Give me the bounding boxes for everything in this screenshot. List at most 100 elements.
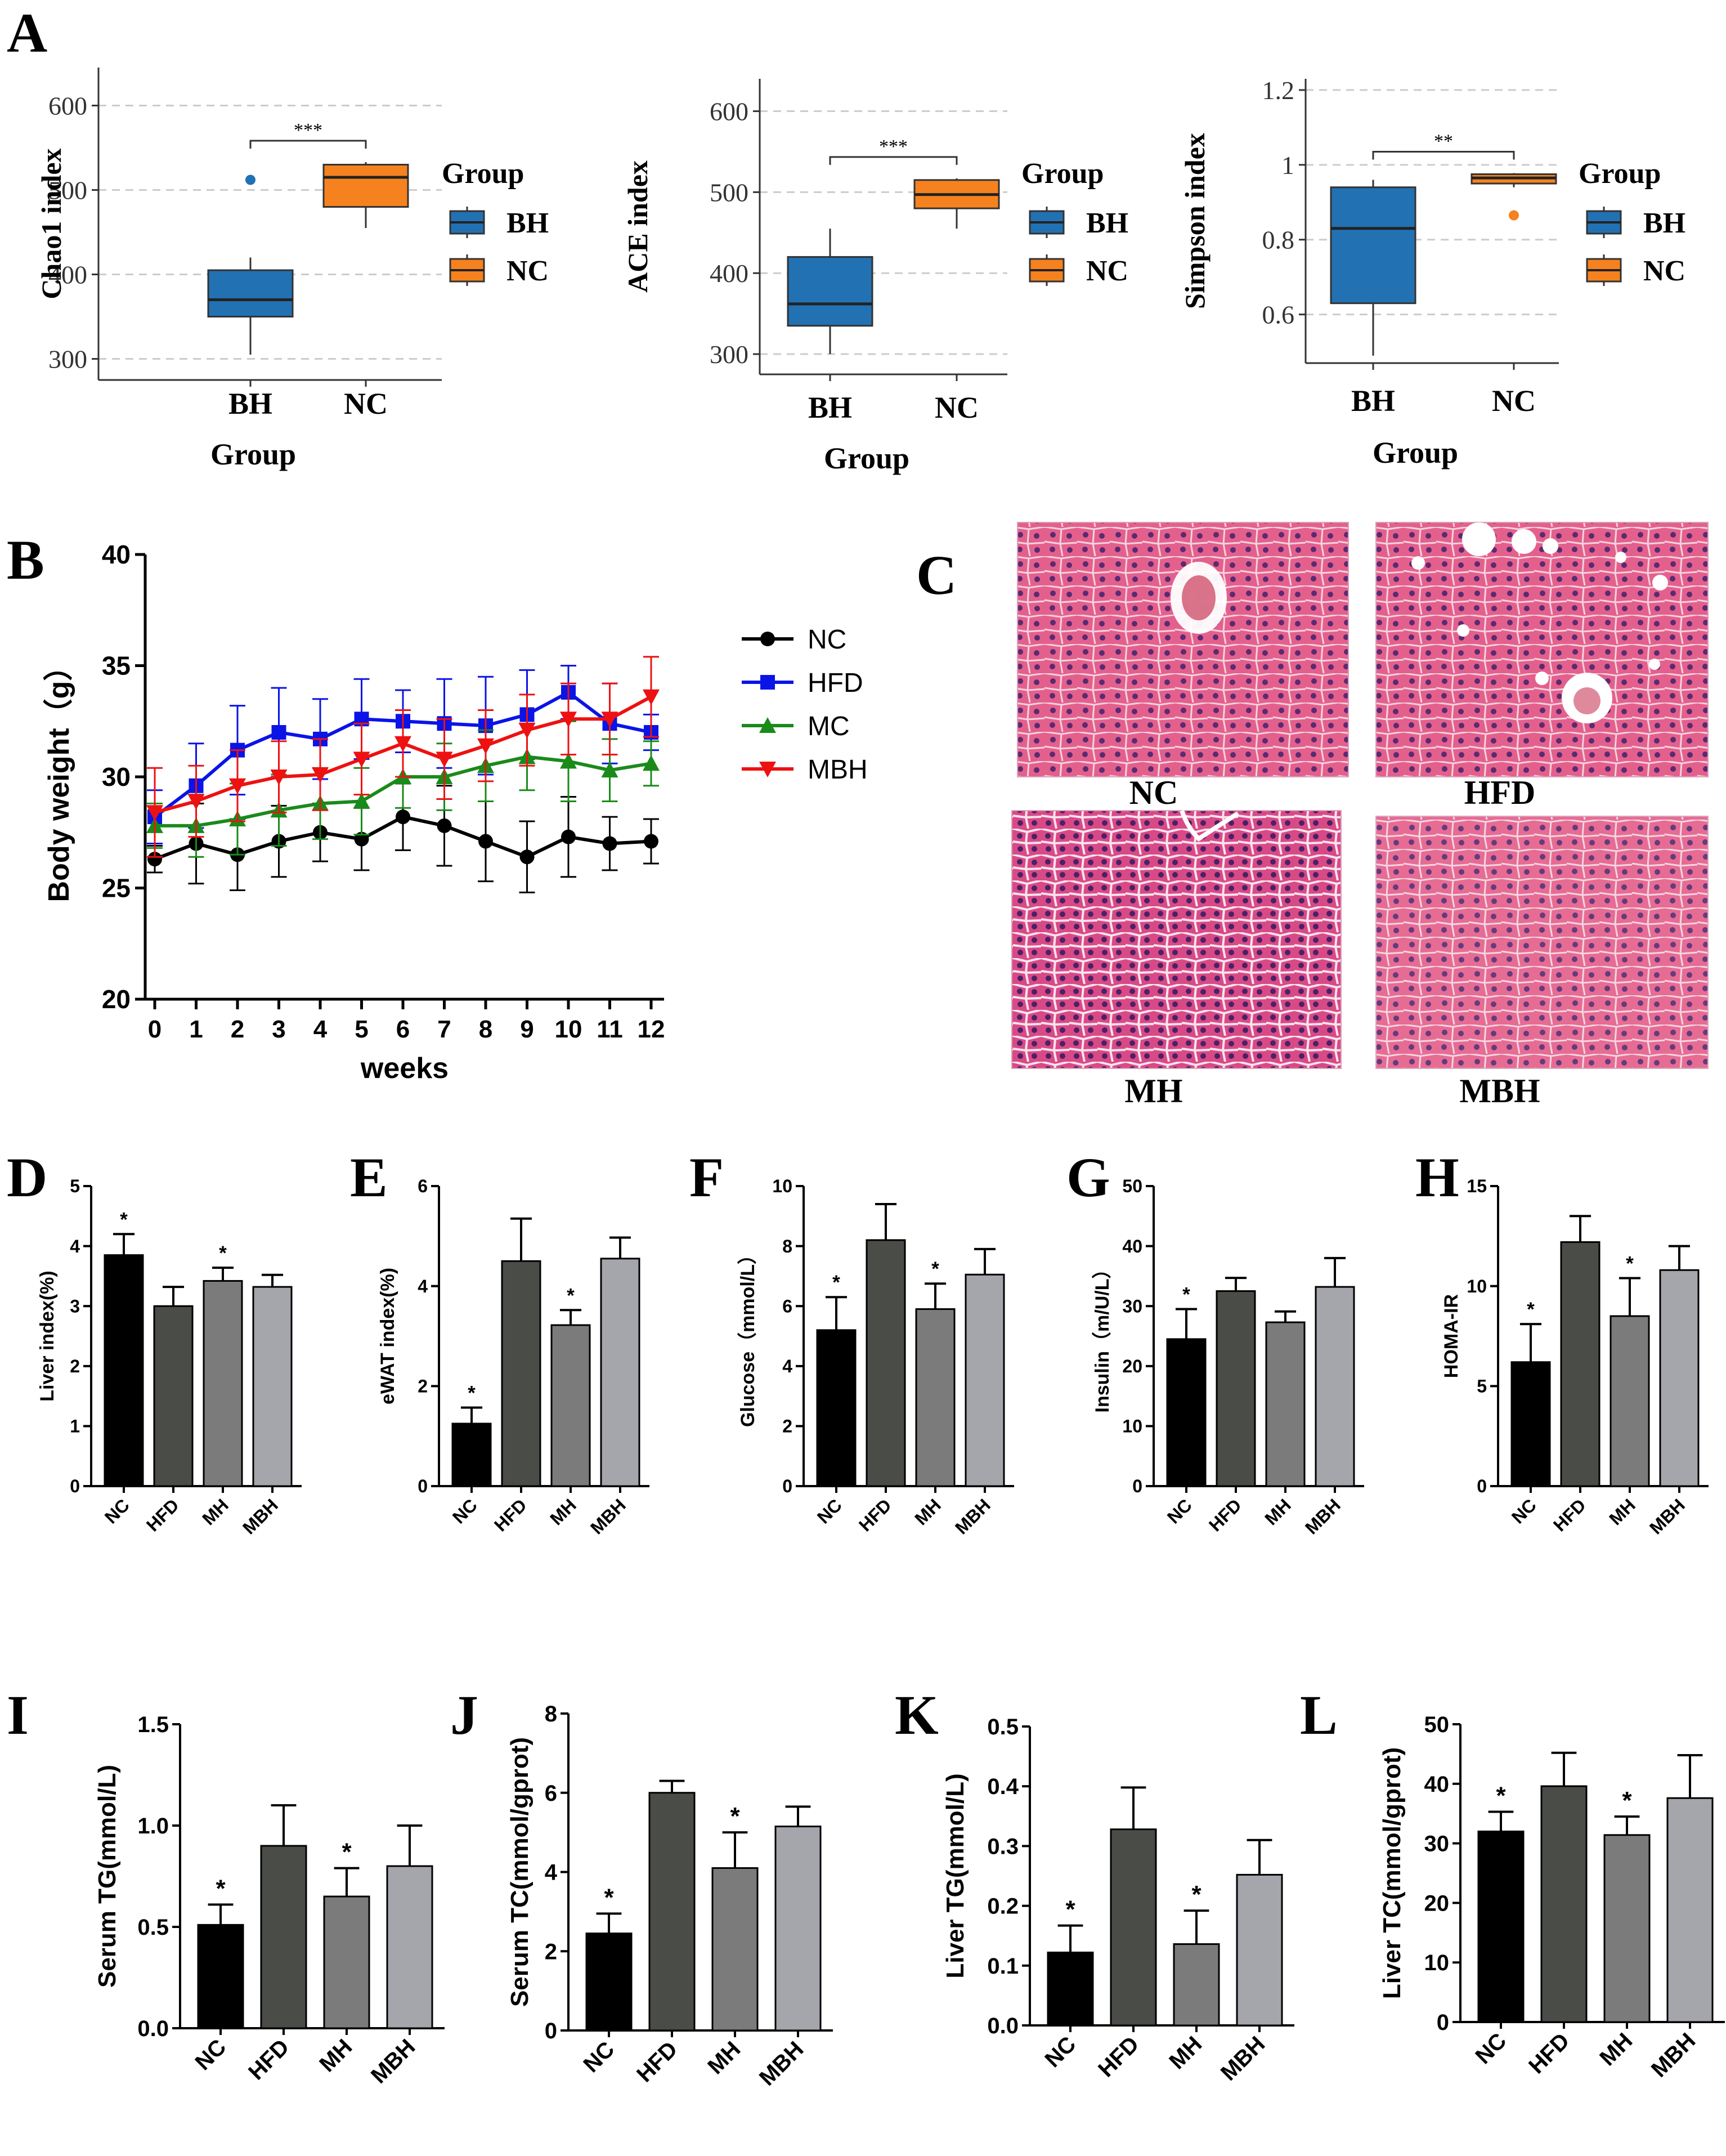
significance-star: * — [1527, 1299, 1535, 1321]
y-tick-label: 0.1 — [987, 1954, 1019, 1979]
bar-hfd — [1540, 1785, 1588, 2023]
data-point — [270, 770, 288, 785]
y-tick-label: 5 — [70, 1176, 80, 1196]
x-tick-label: MBH — [951, 1495, 994, 1538]
box-bh — [787, 256, 873, 327]
bar-mbh — [600, 1258, 640, 1487]
legend-label: NC — [506, 255, 549, 287]
legend-marker-mc — [759, 717, 776, 733]
y-tick-label: 0.6 — [1262, 301, 1295, 329]
data-point — [436, 752, 453, 768]
y-axis-label: Liver index(%) — [37, 1271, 58, 1401]
y-tick-label: 0 — [1437, 2010, 1449, 2035]
bar-nc — [816, 1329, 857, 1487]
bar-mh — [711, 1867, 759, 2032]
chart-a2: 300 400 500 600 BH NC *** Group ACE index Group BH… — [622, 79, 1128, 475]
chart-d: 0 1 2 3 4 5 * NC HFD * MH MBH Liver index(%) — [37, 1176, 302, 1538]
x-tick-label: 12 — [638, 1016, 665, 1043]
x-tick-label: NC — [449, 1495, 481, 1527]
y-tick-label: 0 — [545, 2019, 557, 2043]
chart-g: 0 10 20 30 40 50 * NC HFD MH MBH Insulin（m/U/L） — [1091, 1176, 1364, 1538]
significance-star: * — [1622, 1787, 1632, 1814]
bar-hfd — [153, 1305, 194, 1487]
data-point — [353, 752, 370, 768]
data-point — [561, 829, 576, 844]
bar-mbh — [774, 1826, 822, 2032]
y-tick-label: 0 — [1477, 1476, 1487, 1496]
data-point — [478, 834, 493, 849]
legend-marker-hfd — [760, 675, 775, 690]
x-tick-label: MBH — [1647, 2028, 1701, 2082]
x-tick-label: MBH — [755, 2037, 809, 2091]
data-point — [560, 712, 577, 728]
bar-mh — [323, 1895, 370, 2029]
x-tick-label: NC — [1471, 2028, 1511, 2069]
y-tick-label: 4 — [70, 1236, 80, 1256]
x-axis-label: Group — [1373, 436, 1458, 469]
x-axis-label: Group — [210, 437, 296, 471]
y-tick-label: 400 — [48, 261, 87, 289]
y-axis-label: Insulin（m/U/L） — [1091, 1260, 1113, 1413]
bar-mbh — [1236, 1873, 1283, 2027]
significance-star: * — [1182, 1284, 1190, 1306]
x-tick-label: MBH — [366, 2034, 420, 2088]
bar-mh — [1610, 1315, 1650, 1487]
bar-nc — [1510, 1361, 1551, 1487]
y-axis-label: Glucose（mmol/L） — [737, 1245, 759, 1427]
y-tick-label: 8 — [545, 1702, 557, 1726]
significance-bracket — [249, 140, 367, 149]
y-tick-label: 6 — [782, 1296, 792, 1316]
x-tick-label: NC — [1492, 384, 1536, 418]
panel-label-h: H — [1415, 1146, 1459, 1209]
y-tick-label: 0.2 — [987, 1894, 1019, 1919]
panel-label-e: E — [350, 1146, 388, 1209]
significance-star: * — [567, 1285, 575, 1307]
data-point — [601, 712, 618, 728]
bar-nc — [1047, 1951, 1094, 2027]
bar-mbh — [252, 1286, 293, 1487]
y-tick-label: 10 — [1424, 1951, 1450, 1975]
significance-star: * — [120, 1209, 128, 1231]
histology-label-hfd: HFD — [1464, 774, 1536, 811]
x-tick-label: MH — [703, 2037, 745, 2079]
y-tick-label: 35 — [102, 651, 131, 681]
y-tick-label: 0.8 — [1262, 226, 1295, 254]
y-tick-label: 1 — [1281, 151, 1294, 180]
histology-image-mbh — [1375, 816, 1709, 1069]
significance-bracket — [1372, 150, 1515, 160]
data-point — [271, 725, 286, 740]
chart-k: 0.0 0.1 0.2 0.3 0.4 0.5 * NC HFD * MH MBH Liver TG(m… — [942, 1715, 1294, 2086]
y-axis-label: Body weight（g） — [43, 652, 75, 902]
x-tick-label: MH — [315, 2034, 357, 2077]
y-axis-label: Serum TC(mmol/gprot) — [506, 1737, 534, 2007]
bar-mbh — [1315, 1286, 1355, 1487]
y-tick-label: 0 — [418, 1476, 428, 1496]
data-point — [518, 723, 536, 739]
bar-mh — [1265, 1321, 1306, 1487]
y-tick-label: 0.5 — [987, 1715, 1019, 1739]
y-tick-label: 0.0 — [987, 2014, 1019, 2038]
y-tick-label: 600 — [48, 92, 87, 120]
data-point — [602, 836, 617, 851]
x-tick-label: NC — [1163, 1495, 1196, 1527]
data-point — [477, 738, 494, 754]
x-tick-label: 2 — [231, 1016, 244, 1043]
y-tick-label: 30 — [1424, 1832, 1450, 1857]
x-tick-label: 5 — [355, 1016, 368, 1043]
significance-label: *** — [294, 120, 322, 141]
y-tick-label: 50 — [1424, 1712, 1450, 1737]
x-tick-label: MH — [1595, 2028, 1637, 2070]
y-tick-label: 500 — [710, 178, 748, 207]
legend-label: BH — [506, 207, 549, 239]
box-bh — [207, 269, 294, 317]
y-tick-label: 40 — [1122, 1236, 1142, 1256]
legend-marker-mbh — [759, 762, 776, 777]
significance-star: * — [1191, 1881, 1202, 1908]
data-point — [229, 778, 246, 794]
x-tick-label: 3 — [272, 1016, 285, 1043]
significance-star: * — [342, 1839, 352, 1866]
bar-hfd — [1560, 1241, 1601, 1487]
legend-title: Group — [442, 158, 524, 190]
chart-f: 0 2 4 6 8 10 * NC HFD * MH MBH Glucose（mmol/L） — [737, 1176, 1014, 1538]
